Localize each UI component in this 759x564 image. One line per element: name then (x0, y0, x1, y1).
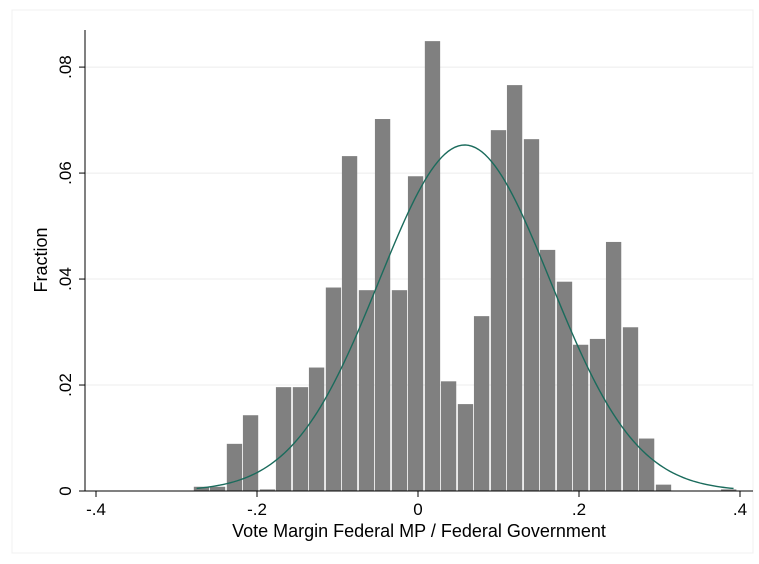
y-tick-label: .02 (56, 373, 75, 397)
histogram-bar (622, 327, 639, 491)
histogram-bar (259, 489, 276, 491)
histogram-bar (374, 119, 391, 492)
y-tick-label: .06 (56, 161, 75, 185)
y-tick-label: 0 (56, 486, 75, 495)
x-tick-label: -.4 (86, 500, 106, 519)
histogram-bar (424, 41, 441, 491)
histogram-bar (341, 156, 358, 492)
histogram-bar (721, 489, 737, 491)
histogram-bar (440, 381, 457, 491)
histogram-bar (226, 443, 243, 491)
histogram-bar (638, 438, 655, 491)
histogram-bar (407, 176, 424, 491)
histogram-bar (391, 290, 408, 491)
histogram-bar (523, 139, 540, 491)
histogram-bar (292, 387, 309, 491)
histogram-bar (572, 344, 589, 491)
histogram-bar (193, 486, 210, 491)
histogram-bar (209, 486, 226, 491)
x-axis-label: Vote Margin Federal MP / Federal Governm… (232, 521, 606, 541)
axes (84, 30, 753, 492)
histogram-bar (242, 415, 259, 491)
x-tick-label: .2 (572, 500, 586, 519)
histogram-bar (473, 316, 490, 491)
histogram-bar (457, 404, 474, 491)
y-tick-label: .04 (56, 267, 75, 291)
normal-density-curve (196, 144, 734, 490)
axis-ticks: -.4 -.2 0 .2 .4 0 .02 .04 .06 .08 (56, 55, 747, 519)
x-tick-label: -.2 (247, 500, 267, 519)
histogram-bar (308, 367, 325, 491)
outer-frame (11, 9, 754, 554)
histogram-bar (490, 130, 507, 491)
histogram-bar (605, 241, 622, 491)
histogram-bar (506, 85, 523, 492)
x-tick-label: .4 (733, 500, 747, 519)
histogram-bar (358, 290, 375, 491)
histogram-bar (325, 287, 342, 491)
histogram-bar (275, 387, 292, 491)
histogram-bar (539, 249, 556, 491)
histogram-bar (556, 281, 573, 491)
histogram-bar (589, 338, 606, 491)
histogram-bars (193, 41, 737, 492)
x-tick-label: 0 (413, 500, 422, 519)
histogram-bar (655, 484, 672, 491)
y-axis-label: Fraction (31, 227, 51, 292)
y-tick-label: .08 (56, 55, 75, 79)
normal-curve-line (196, 144, 734, 490)
